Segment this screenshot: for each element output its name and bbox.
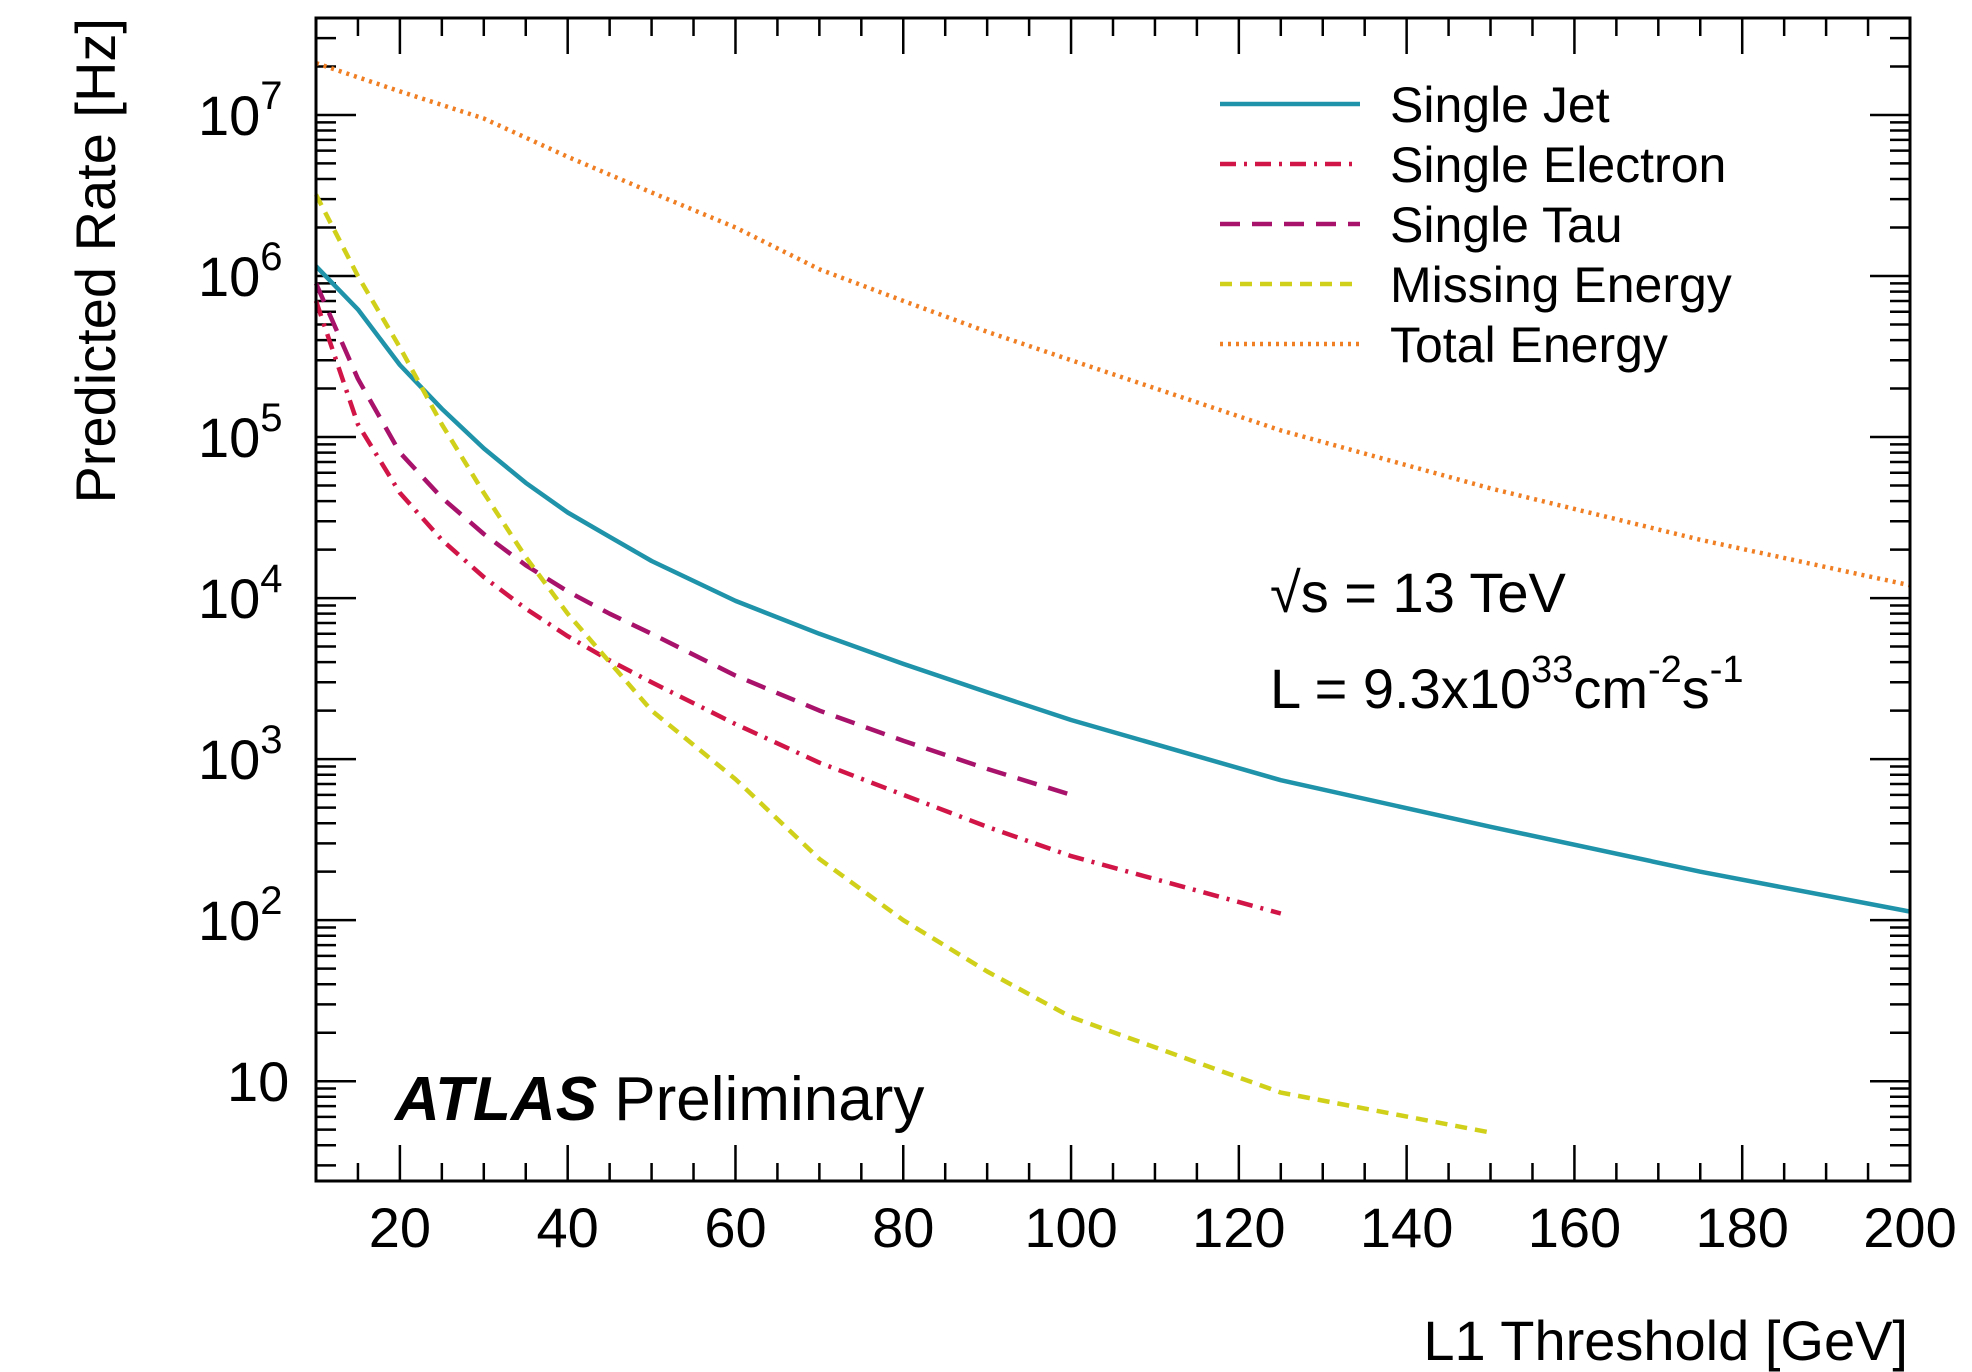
lumi-cm: cm	[1573, 657, 1648, 720]
lumi-exp-minus2: -2	[1648, 649, 1682, 691]
lumi-exp-33: 33	[1531, 649, 1573, 691]
series-line-3	[313, 193, 1491, 1135]
legend-label-1: Single Electron	[1390, 137, 1726, 193]
x-tick-label: 40	[537, 1196, 599, 1259]
legend-label-3: Missing Energy	[1390, 257, 1732, 313]
x-tick-label: 20	[369, 1196, 431, 1259]
x-axis-label: L1 Threshold [GeV]	[1423, 1309, 1908, 1372]
series-layer	[313, 60, 1911, 1135]
x-tick-label: 160	[1528, 1196, 1621, 1259]
sqrt-s-symbol: √s	[1270, 561, 1329, 624]
x-tick-label: 180	[1695, 1196, 1788, 1259]
y-tick-label: 10	[227, 1050, 289, 1113]
x-tick-label: 100	[1024, 1196, 1117, 1259]
y-tick-label: 105	[198, 396, 283, 469]
x-tick-label: 80	[872, 1196, 934, 1259]
y-tick-label: 107	[198, 74, 283, 147]
legend-label-0: Single Jet	[1390, 77, 1610, 133]
preliminary-word: Preliminary	[597, 1065, 924, 1134]
atlas-label: ATLAS Preliminary	[393, 1065, 924, 1134]
x-tick-label: 60	[704, 1196, 766, 1259]
y-axis-label: Predicted Rate [Hz]	[64, 18, 127, 504]
atlas-word: ATLAS	[393, 1065, 597, 1134]
plot-frame	[314, 16, 1912, 1183]
energy-value: = 13 TeV	[1329, 561, 1567, 624]
y-tick-label: 102	[198, 879, 283, 952]
x-tick-label: 200	[1863, 1196, 1956, 1259]
luminosity-annotation: L = 9.3x1033cm-2s-1	[1270, 649, 1744, 720]
lumi-prefix: L = 9.3x10	[1270, 657, 1531, 720]
lumi-exp-minus1: -1	[1710, 649, 1744, 691]
legend-label-4: Total Energy	[1390, 317, 1668, 373]
y-tick-label: 103	[198, 718, 283, 791]
y-tick-label: 104	[198, 557, 283, 630]
x-tick-label: 120	[1192, 1196, 1285, 1259]
series-line-0	[314, 264, 1911, 914]
y-tick-labels: 10 102 103 104 105 106 107	[198, 74, 289, 1113]
axis-ticks	[314, 16, 1912, 1181]
series-line-2	[313, 282, 1072, 797]
x-tick-label: 140	[1360, 1196, 1453, 1259]
lumi-s: s	[1682, 657, 1710, 720]
legend-label-2: Single Tau	[1390, 197, 1623, 253]
x-tick-labels: 20 40 60 80 100 120 140 160 180 200	[369, 1196, 1957, 1259]
series-line-1	[313, 300, 1282, 916]
series-line-4	[315, 60, 1911, 588]
y-tick-label: 106	[198, 235, 283, 308]
energy-annotation: √s = 13 TeV	[1270, 561, 1567, 624]
